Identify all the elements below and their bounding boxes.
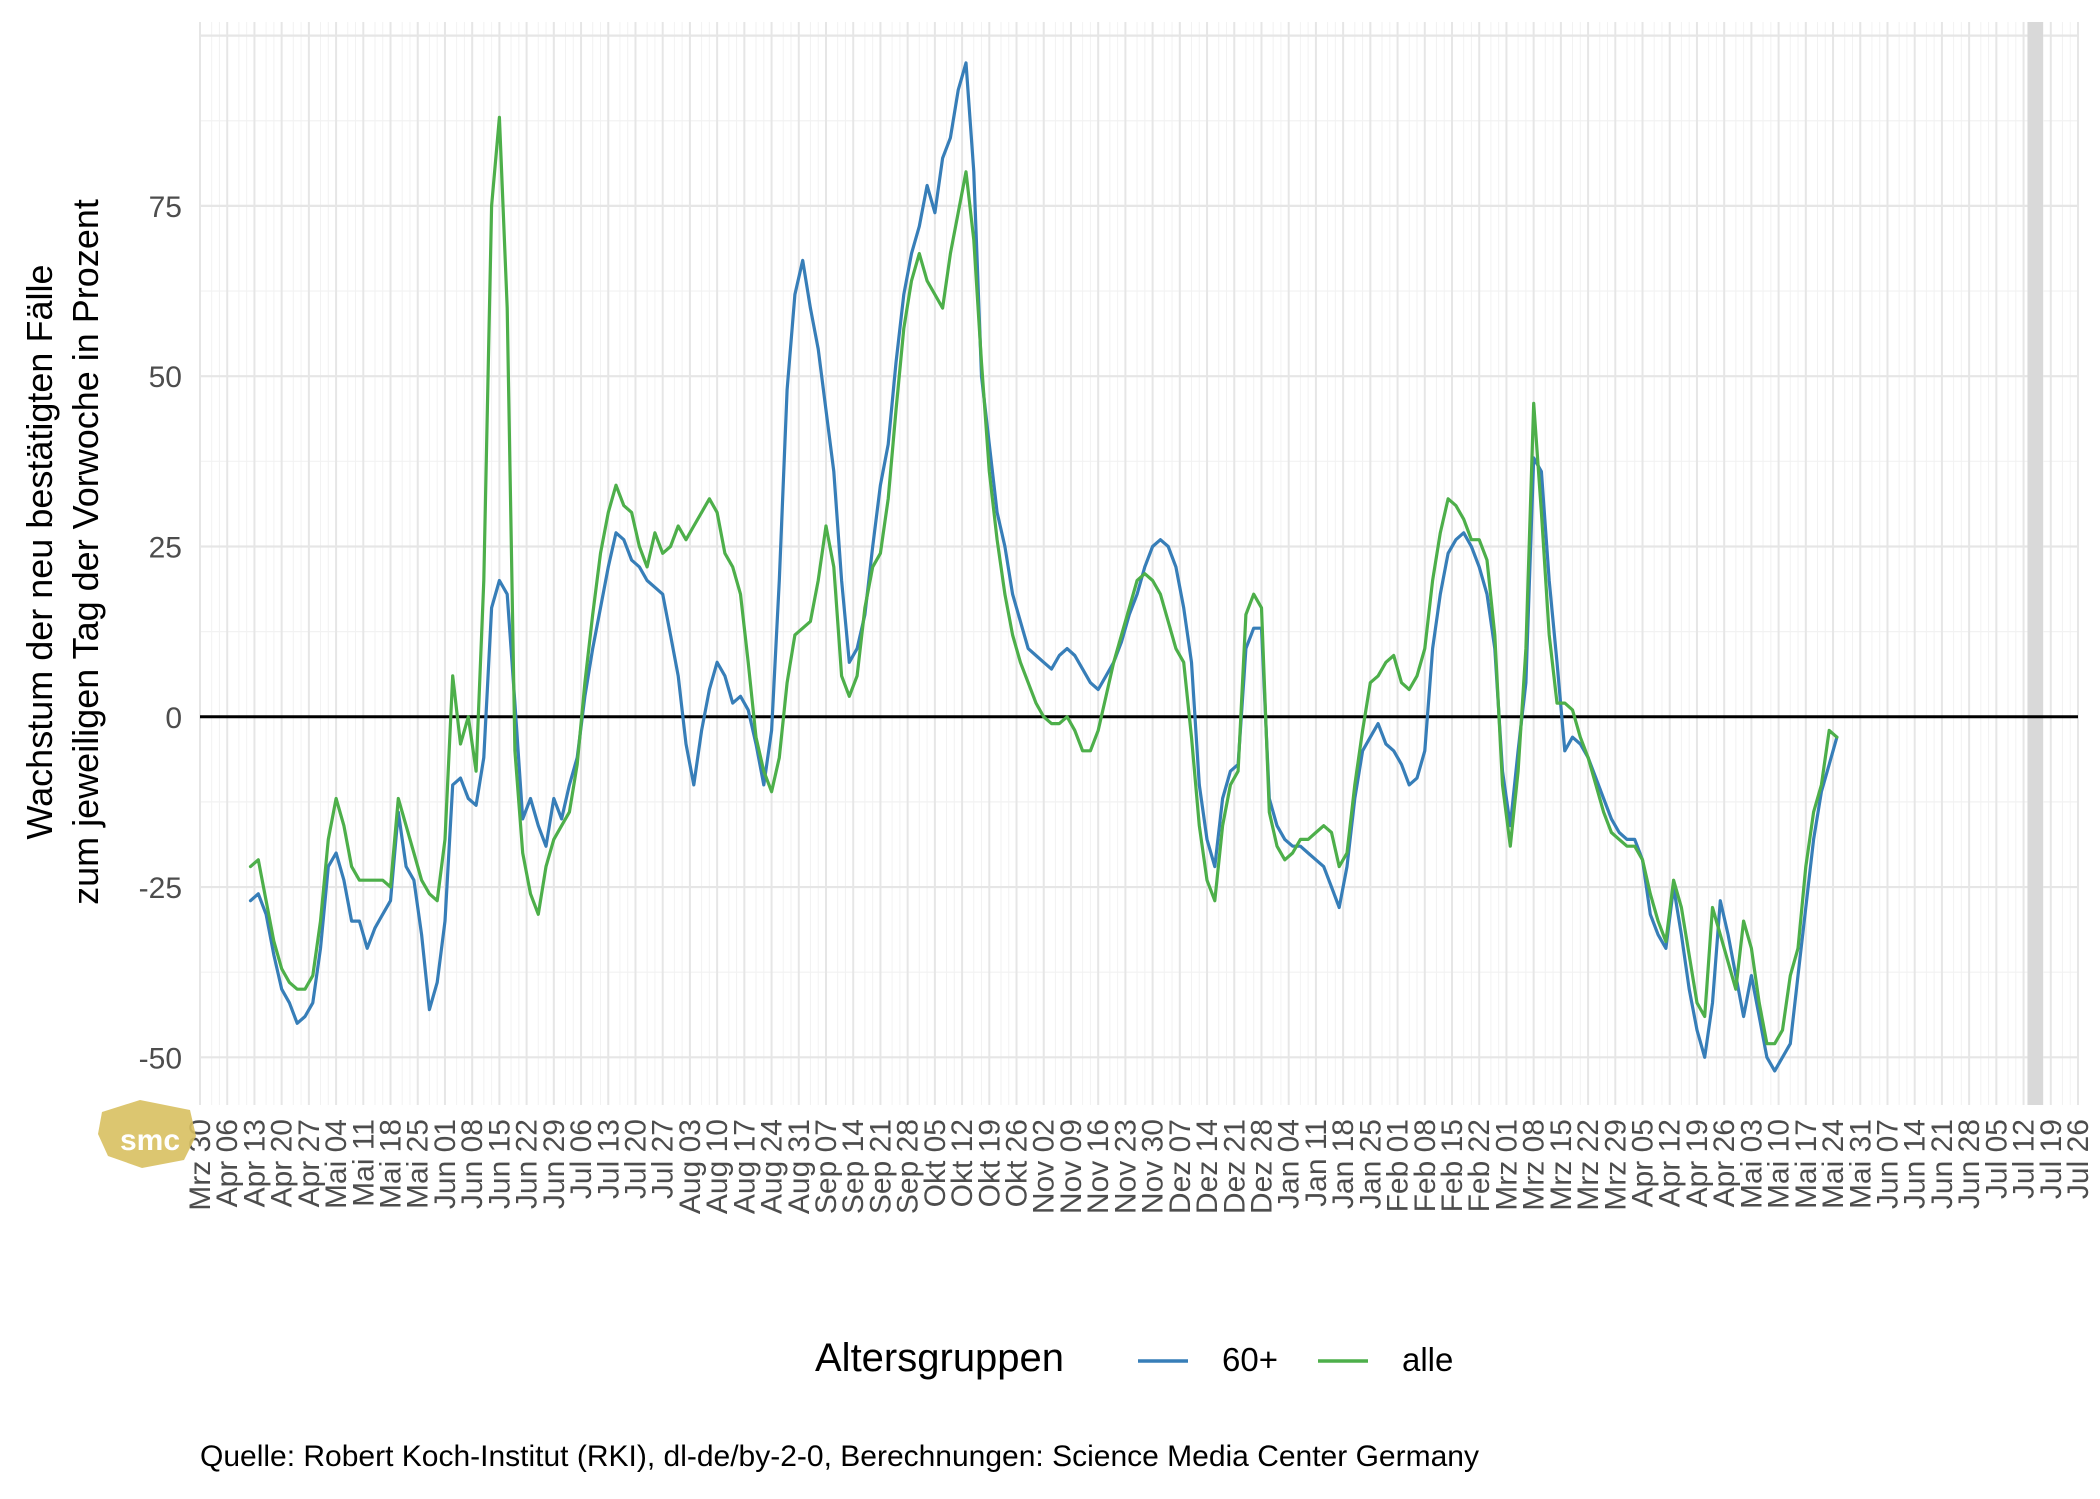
shaded-band <box>2027 22 2044 1105</box>
x-tick-label: Mrz 15 <box>1545 1119 1578 1211</box>
x-tick-label: Sep 21 <box>864 1119 897 1214</box>
major-grid-x <box>199 22 2079 1105</box>
logo-shape <box>98 1100 196 1168</box>
x-tick-label: Jun 28 <box>1953 1119 1986 1209</box>
x-tick-label: Mai 11 <box>347 1119 380 1207</box>
legend-label-alle: alle <box>1402 1341 1453 1378</box>
x-tick-label: Jul 20 <box>619 1119 652 1199</box>
x-tick-label: Sep 14 <box>837 1119 870 1214</box>
x-tick-label: Dez 21 <box>1218 1119 1251 1214</box>
x-tick-label: Dez 14 <box>1191 1119 1224 1214</box>
x-tick-label: Nov 30 <box>1137 1119 1170 1214</box>
x-tick-label: Jan 11 <box>1300 1119 1333 1207</box>
logo: smc <box>98 1100 196 1168</box>
x-tick-label: Aug 17 <box>728 1119 761 1214</box>
y-tick-label: -25 <box>139 872 182 905</box>
y-tick-label: 50 <box>149 361 182 394</box>
x-tick-label: Mai 17 <box>1790 1119 1823 1209</box>
x-tick-label: Apr 19 <box>1681 1119 1714 1207</box>
y-axis-title-line-1: Wachstum der neu bestätigten Fälle <box>19 265 60 840</box>
y-axis-title: Wachstum der neu bestätigten Fälle zum j… <box>19 199 106 905</box>
x-tick-label: Mrz 01 <box>1490 1119 1523 1211</box>
x-tick-label: Apr 13 <box>238 1119 271 1207</box>
x-tick-label: Jul 26 <box>2062 1119 2095 1199</box>
x-tick-label: Feb 01 <box>1382 1119 1415 1212</box>
x-tick-label: Jan 25 <box>1354 1119 1387 1209</box>
x-tick-label: Jul 19 <box>2035 1119 2068 1199</box>
x-tick-label: Jul 13 <box>592 1119 625 1199</box>
x-tick-label: Mai 18 <box>375 1119 408 1209</box>
y-tick-label: 0 <box>165 702 182 735</box>
minor-grid-y <box>200 120 2078 973</box>
x-tick-label: Aug 31 <box>783 1119 816 1214</box>
caption: Quelle: Robert Koch-Institut (RKI), dl-d… <box>200 1440 1479 1473</box>
x-tick-label: Okt 12 <box>946 1119 979 1207</box>
x-tick-label: Jun 15 <box>483 1119 516 1209</box>
x-tick-label: Mrz 22 <box>1572 1119 1605 1211</box>
x-tick-label: Mai 03 <box>1735 1119 1768 1209</box>
major-grid-y <box>200 34 2078 1059</box>
series-line-alle <box>248 115 1839 1046</box>
x-tick-label: Okt 19 <box>973 1119 1006 1207</box>
x-tick-label: Jun 08 <box>456 1119 489 1209</box>
x-tick-label: Jul 06 <box>565 1119 598 1199</box>
series-lines <box>248 61 1839 1073</box>
x-tick-label: Aug 10 <box>701 1119 734 1214</box>
x-tick-label: Apr 06 <box>211 1119 244 1207</box>
x-tick-label: Feb 15 <box>1436 1119 1469 1212</box>
x-tick-label: Mai 31 <box>1844 1119 1877 1209</box>
x-tick-label: Mai 10 <box>1763 1119 1796 1209</box>
x-tick-label: Jun 07 <box>1871 1119 1904 1209</box>
x-tick-label: Jun 22 <box>511 1119 544 1209</box>
x-tick-label: Mai 25 <box>402 1119 435 1209</box>
x-tick-label: Mai 04 <box>320 1119 353 1209</box>
x-tick-label: Dez 28 <box>1245 1119 1278 1214</box>
minor-grid-x <box>211 22 2071 1105</box>
x-tick-label: Aug 24 <box>756 1119 789 1214</box>
x-tick-label: Okt 26 <box>1001 1119 1034 1207</box>
x-tick-label: Sep 28 <box>892 1119 925 1214</box>
x-tick-label: Nov 02 <box>1028 1119 1061 1214</box>
x-tick-label: Apr 12 <box>1654 1119 1687 1207</box>
x-tick-label: Jun 01 <box>429 1119 462 1209</box>
x-tick-label: Feb 22 <box>1463 1119 1496 1212</box>
x-tick-label: Apr 27 <box>293 1119 326 1207</box>
x-tick-label: Apr 26 <box>1708 1119 1741 1207</box>
y-tick-labels: -50 -25 0 25 50 75 <box>139 191 182 1075</box>
x-tick-label: Jul 05 <box>1980 1119 2013 1199</box>
legend-label-60plus: 60+ <box>1222 1341 1278 1378</box>
x-tick-label: Jan 18 <box>1327 1119 1360 1209</box>
x-tick-label: Nov 09 <box>1055 1119 1088 1214</box>
x-tick-label: Apr 05 <box>1627 1119 1660 1207</box>
y-tick-label: 25 <box>149 531 182 564</box>
x-tick-label: Mai 24 <box>1817 1119 1850 1209</box>
x-tick-label: Jan 04 <box>1273 1119 1306 1209</box>
x-tick-label: Okt 05 <box>919 1119 952 1207</box>
x-tick-label: Jul 27 <box>647 1119 680 1199</box>
x-tick-label: Feb 08 <box>1409 1119 1442 1212</box>
y-tick-label: -50 <box>139 1042 182 1075</box>
x-tick-label: Sep 07 <box>810 1119 843 1214</box>
x-tick-label: Jun 21 <box>1926 1119 1959 1209</box>
legend: Altersgruppen 60+ alle <box>815 1336 1453 1380</box>
legend-title: Altersgruppen <box>815 1336 1064 1380</box>
x-tick-label: Aug 03 <box>674 1119 707 1214</box>
x-tick-label: Jun 14 <box>1899 1119 1932 1209</box>
logo-text: smc <box>120 1124 180 1157</box>
x-tick-label: Dez 07 <box>1164 1119 1197 1214</box>
y-axis-title-line-2: zum jeweiligen Tag der Vorwoche in Proze… <box>65 199 106 905</box>
x-tick-label: Jun 29 <box>538 1119 571 1209</box>
x-tick-label: Nov 23 <box>1109 1119 1142 1214</box>
y-tick-label: 75 <box>149 191 182 224</box>
x-tick-label: Jul 12 <box>2008 1119 2041 1199</box>
x-tick-label: Mrz 29 <box>1599 1119 1632 1211</box>
x-tick-label: Nov 16 <box>1082 1119 1115 1214</box>
x-tick-label: Apr 20 <box>266 1119 299 1207</box>
x-tick-label: Mrz 08 <box>1518 1119 1551 1211</box>
